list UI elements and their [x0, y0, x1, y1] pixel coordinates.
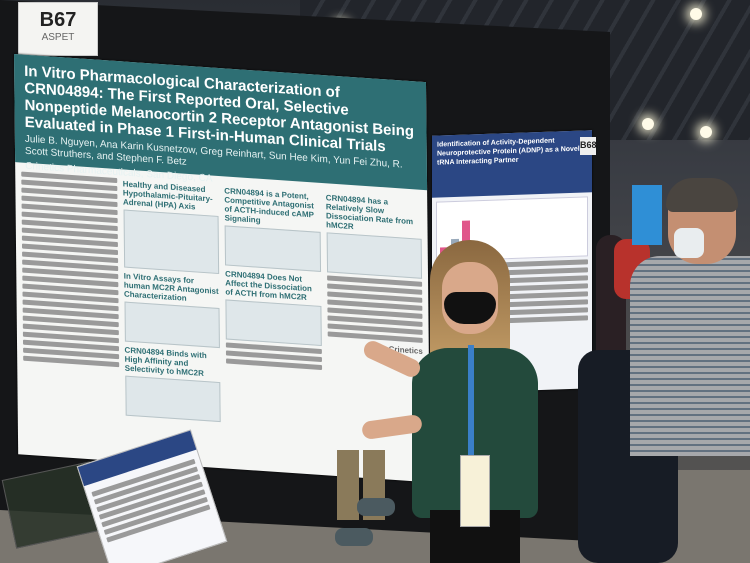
- binding-figure: [124, 375, 221, 423]
- face-mask: [444, 292, 496, 324]
- adjacent-poster-title: Identification of Activity-Dependent Neu…: [437, 137, 580, 167]
- attendee-pointing: [630, 178, 750, 563]
- adjacent-board-number: B68: [580, 137, 597, 155]
- potency-figure: [224, 225, 321, 272]
- section-heading: CRN04894 Binds with High Affinity and Se…: [124, 345, 207, 378]
- main-poster: In Vitro Pharmacological Characterizatio…: [14, 54, 431, 483]
- plaid-shirt: [630, 256, 750, 456]
- ceiling-light: [700, 126, 712, 138]
- poster-body: Healthy and Diseased Hypothalamic-Pituit…: [15, 162, 430, 445]
- poster-column-3: CRN04894 is a Potent, Competitive Antago…: [224, 182, 322, 432]
- hpa-axis-figure: [123, 209, 220, 275]
- section-heading: CRN04894 is a Potent, Competitive Antago…: [224, 186, 314, 225]
- attendee-hair: [666, 178, 738, 212]
- booth-number-tag: B67 ASPET: [18, 2, 98, 56]
- poster-column-1: [21, 168, 119, 418]
- section-heading: CRN04894 Does Not Affect the Dissociatio…: [225, 269, 312, 302]
- adjacent-poster-header: Identification of Activity-Dependent Neu…: [432, 130, 592, 198]
- ceiling-light: [642, 118, 654, 130]
- assay-figure: [124, 301, 220, 349]
- booth-number: B67: [39, 9, 77, 31]
- lanyard: [468, 345, 474, 465]
- distant-banner: [632, 185, 662, 245]
- name-badge: [460, 455, 490, 527]
- section-heading: CRN04894 has a Relatively Slow Dissociat…: [325, 193, 414, 232]
- presenter: [361, 240, 550, 563]
- section-heading: Healthy and Diseased Hypothalamic-Pituit…: [122, 179, 213, 212]
- face-mask: [674, 228, 704, 258]
- poster-column-2: Healthy and Diseased Hypothalamic-Pituit…: [123, 175, 221, 425]
- passerby-legs: [335, 450, 395, 550]
- ceiling-light: [690, 8, 702, 20]
- booth-organization: ASPET: [41, 32, 75, 43]
- dissociation-figure: [225, 299, 322, 346]
- section-heading: In Vitro Assays for human MC2R Antagonis…: [123, 271, 219, 303]
